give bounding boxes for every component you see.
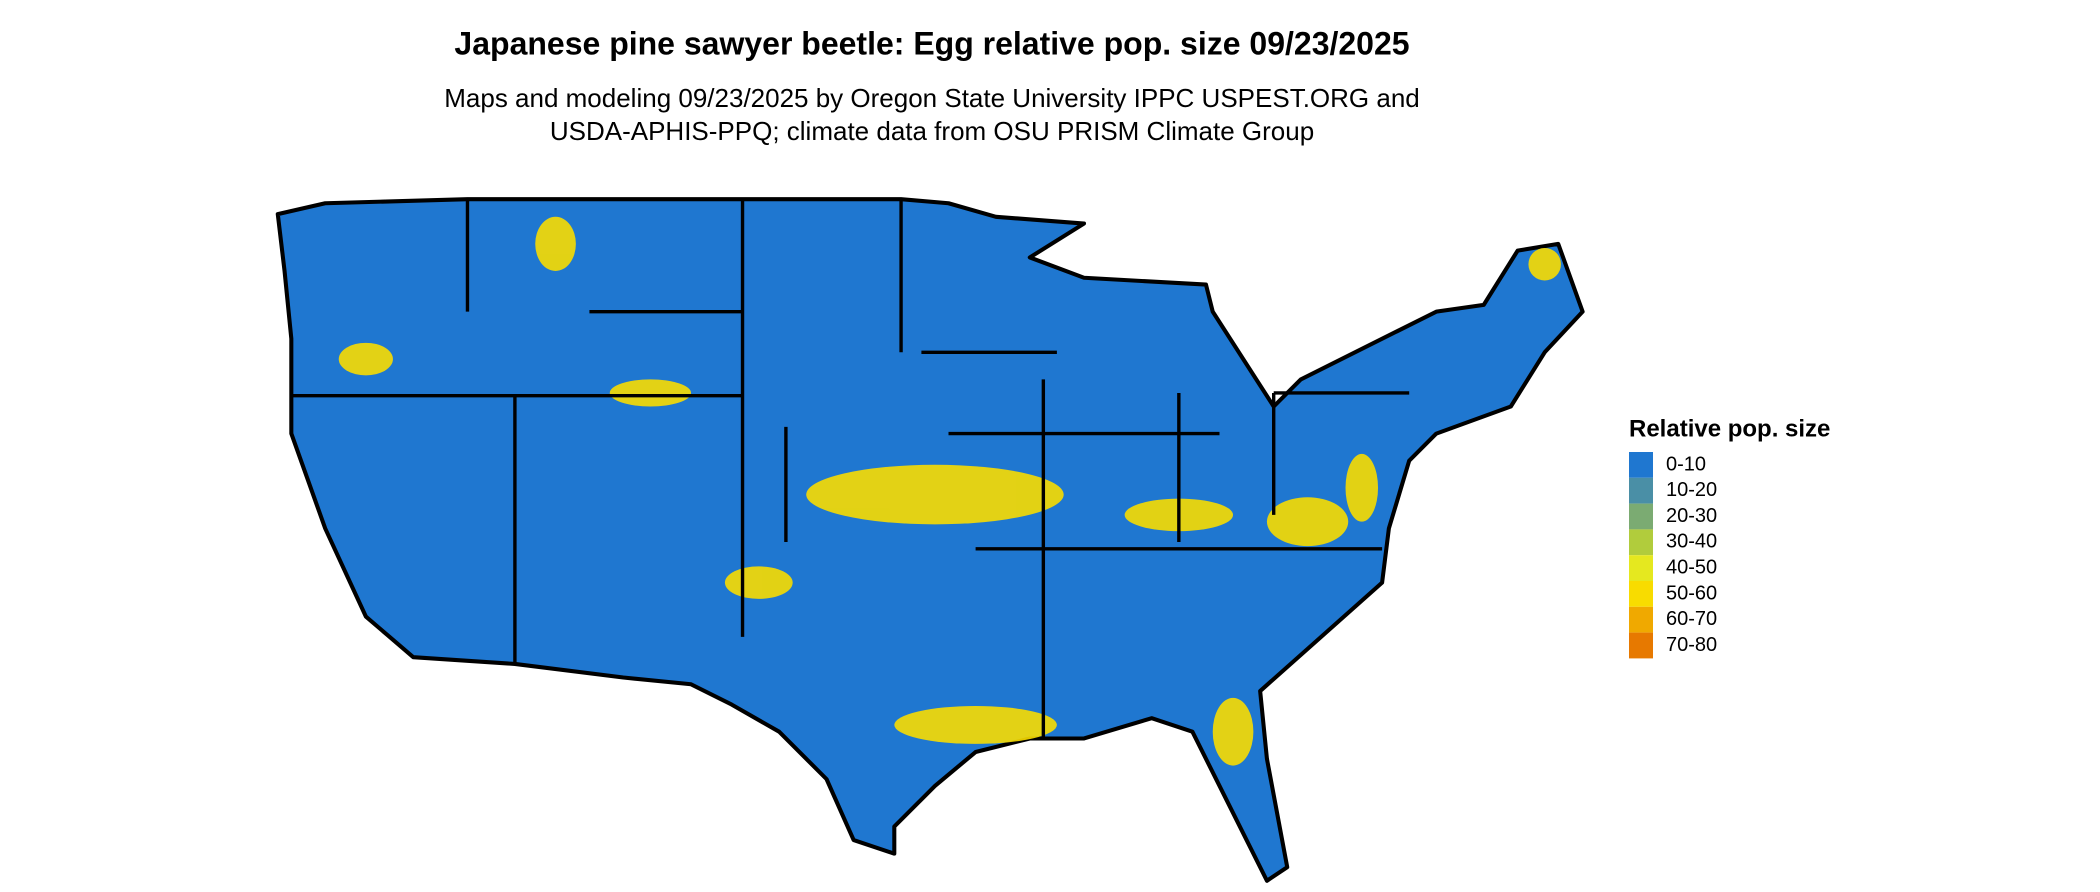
legend-label: 70-80 bbox=[1666, 634, 1717, 656]
legend-swatch bbox=[1629, 503, 1653, 530]
high-population-areas bbox=[338, 216, 1561, 766]
legend-label: 10-20 bbox=[1666, 479, 1717, 501]
legend-swatch bbox=[1629, 632, 1653, 659]
map-title: Japanese pine sawyer beetle: Egg relativ… bbox=[454, 25, 1409, 61]
us-outline bbox=[275, 197, 1585, 883]
state-borders bbox=[291, 199, 1410, 739]
legend-swatch bbox=[1629, 477, 1653, 504]
legend-label: 50-60 bbox=[1666, 582, 1717, 604]
legend-swatch bbox=[1629, 581, 1653, 607]
legend-label: 40-50 bbox=[1666, 556, 1717, 578]
legend-label: 30-40 bbox=[1666, 531, 1717, 553]
us-map bbox=[275, 197, 1585, 883]
legend-label: 60-70 bbox=[1666, 608, 1717, 630]
legend-swatch bbox=[1629, 555, 1653, 581]
legend-swatch bbox=[1629, 452, 1653, 478]
legend-swatch bbox=[1629, 606, 1653, 633]
legend-title: Relative pop. size bbox=[1629, 415, 1830, 442]
legend-label: 0-10 bbox=[1666, 453, 1706, 475]
legend-label: 20-30 bbox=[1666, 505, 1717, 527]
map-subtitle: Maps and modeling 09/23/2025 by Oregon S… bbox=[444, 83, 1420, 113]
legend-swatch bbox=[1629, 529, 1653, 556]
map-subtitle: USDA-APHIS-PPQ; climate data from OSU PR… bbox=[550, 116, 1314, 146]
